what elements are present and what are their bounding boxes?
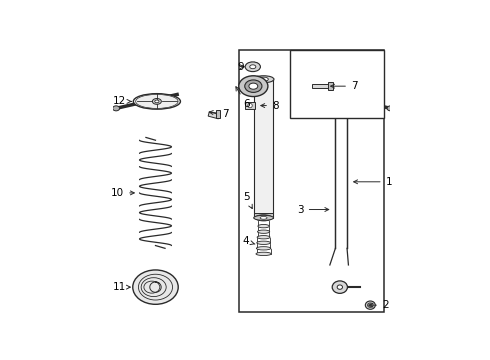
Bar	[334, 87, 349, 115]
Ellipse shape	[249, 83, 258, 89]
Ellipse shape	[368, 304, 372, 307]
Ellipse shape	[258, 230, 270, 233]
Ellipse shape	[136, 94, 178, 108]
Ellipse shape	[255, 215, 272, 221]
Ellipse shape	[257, 235, 270, 239]
Bar	[290, 50, 384, 118]
Ellipse shape	[155, 100, 159, 103]
Text: 2: 2	[369, 300, 389, 310]
Ellipse shape	[133, 94, 180, 109]
Ellipse shape	[256, 247, 271, 250]
Ellipse shape	[245, 80, 262, 93]
Bar	[245, 102, 255, 109]
Bar	[216, 110, 220, 118]
Ellipse shape	[368, 303, 373, 307]
Ellipse shape	[133, 270, 178, 304]
Ellipse shape	[253, 76, 274, 83]
Ellipse shape	[366, 301, 375, 309]
Text: 12: 12	[113, 96, 131, 107]
Text: 7: 7	[209, 109, 229, 119]
Text: 4: 4	[243, 237, 255, 246]
Text: 3: 3	[297, 204, 329, 215]
Ellipse shape	[250, 65, 256, 69]
Text: 7: 7	[331, 81, 358, 91]
Ellipse shape	[254, 215, 273, 220]
Text: 8: 8	[261, 100, 278, 111]
Text: 11: 11	[113, 282, 130, 292]
Text: 5: 5	[243, 192, 252, 208]
Ellipse shape	[239, 76, 268, 96]
Bar	[208, 112, 220, 119]
Circle shape	[248, 103, 252, 108]
Text: 10: 10	[111, 188, 134, 198]
Ellipse shape	[256, 252, 271, 256]
Ellipse shape	[260, 216, 267, 219]
Text: 9: 9	[237, 62, 244, 72]
Ellipse shape	[337, 285, 343, 289]
Ellipse shape	[332, 281, 347, 293]
Ellipse shape	[257, 241, 270, 244]
Ellipse shape	[245, 62, 260, 72]
Ellipse shape	[258, 225, 270, 228]
Bar	[312, 84, 329, 89]
Bar	[254, 213, 273, 218]
Bar	[239, 50, 384, 312]
Ellipse shape	[152, 99, 161, 104]
Bar	[328, 82, 333, 90]
Ellipse shape	[113, 106, 120, 111]
Text: 6: 6	[236, 87, 249, 109]
Ellipse shape	[259, 77, 269, 81]
Bar	[254, 79, 273, 218]
Ellipse shape	[387, 106, 394, 111]
Text: 1: 1	[354, 177, 392, 187]
